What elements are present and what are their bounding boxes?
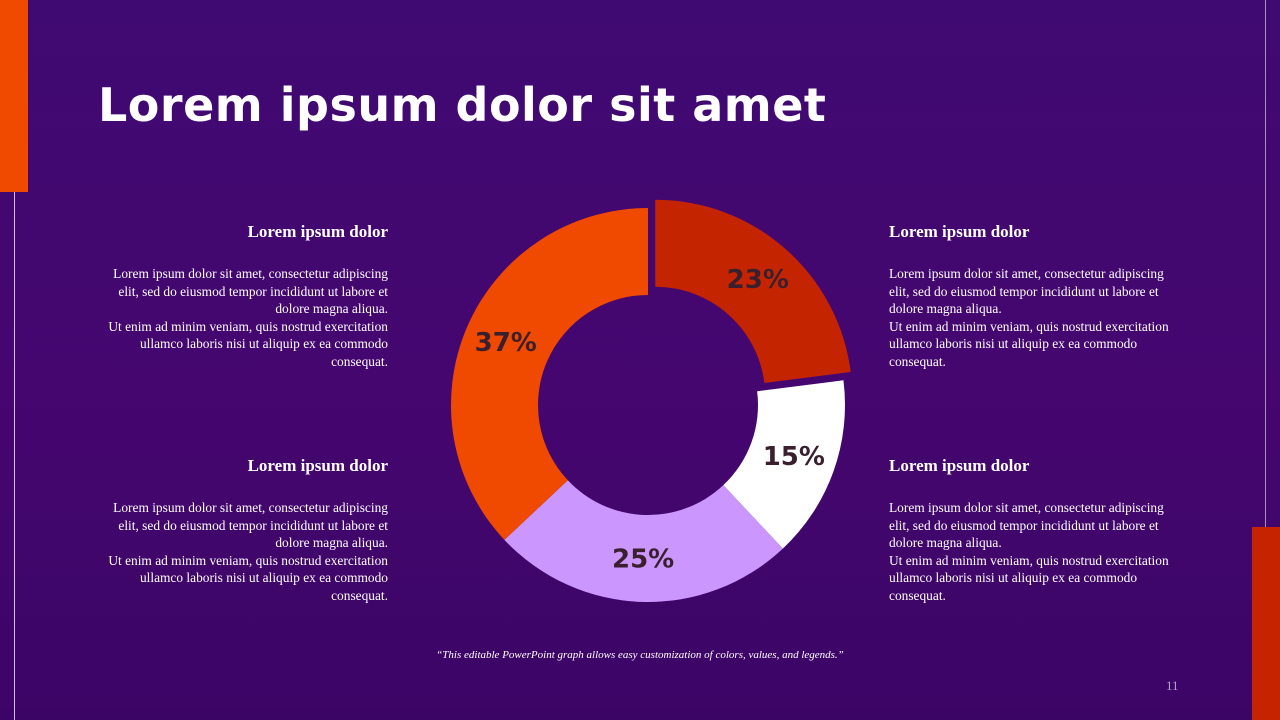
block-body: Lorem ipsum dolor sit amet, consectetur …: [113, 500, 388, 551]
left-accent-bar: [0, 0, 28, 192]
page-number: 11: [1166, 678, 1179, 693]
donut-slice-37: [451, 208, 648, 540]
right-rule-line: [1265, 0, 1266, 527]
left-rule-line: [14, 192, 15, 720]
block-body-2: Ut enim ad minim veniam, quis nostrud ex…: [108, 318, 388, 369]
text-block-top-left: Lorem ipsum dolor Lorem ipsum dolor sit …: [98, 222, 388, 371]
slice-label-23: 23%: [727, 265, 789, 295]
block-body: Lorem ipsum dolor sit amet, consectetur …: [889, 500, 1164, 551]
right-accent-bar: [1252, 527, 1280, 720]
block-body: Lorem ipsum dolor sit amet, consectetur …: [113, 266, 388, 317]
donut-chart: 23% 15% 25% 37%: [451, 199, 851, 602]
text-block-bottom-right: Lorem ipsum dolor Lorem ipsum dolor sit …: [889, 456, 1179, 605]
block-heading: Lorem ipsum dolor: [247, 456, 388, 475]
text-block-bottom-left: Lorem ipsum dolor Lorem ipsum dolor sit …: [98, 456, 388, 605]
slice-label-25: 25%: [612, 544, 674, 574]
slice-label-15: 15%: [763, 442, 825, 472]
block-body-2: Ut enim ad minim veniam, quis nostrud ex…: [889, 552, 1169, 603]
text-block-top-right: Lorem ipsum dolor Lorem ipsum dolor sit …: [889, 222, 1179, 371]
donut-slice-23: [655, 199, 851, 383]
slide-title: Lorem ipsum dolor sit amet: [98, 78, 827, 132]
block-body: Lorem ipsum dolor sit amet, consectetur …: [889, 266, 1164, 317]
block-heading: Lorem ipsum dolor: [889, 222, 1030, 241]
block-body-2: Ut enim ad minim veniam, quis nostrud ex…: [889, 318, 1169, 369]
donut-slice-15: [723, 380, 845, 549]
block-body-2: Ut enim ad minim veniam, quis nostrud ex…: [108, 552, 388, 603]
block-heading: Lorem ipsum dolor: [889, 456, 1030, 475]
donut-slice-25: [504, 480, 783, 602]
block-heading: Lorem ipsum dolor: [247, 222, 388, 241]
chart-footnote: “This editable PowerPoint graph allows e…: [436, 649, 844, 661]
slice-label-37: 37%: [475, 328, 537, 358]
